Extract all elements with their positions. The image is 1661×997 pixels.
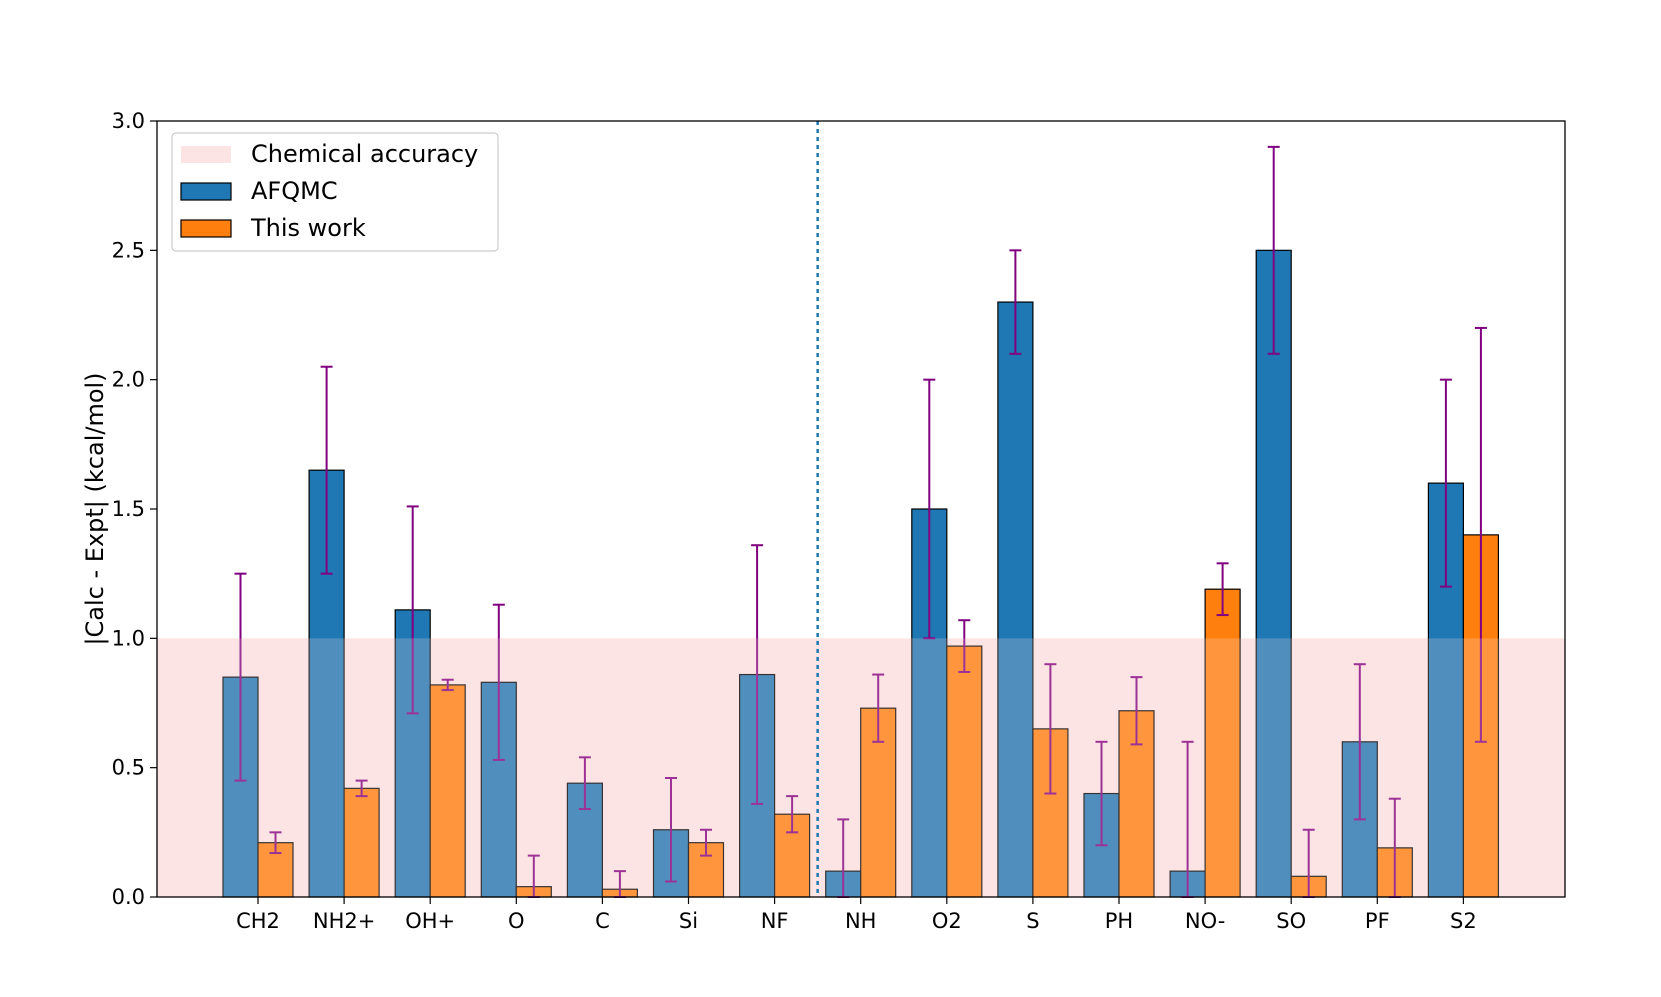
y-tick-label: 2.5 <box>112 238 145 262</box>
y-tick-label: 2.0 <box>112 368 145 392</box>
x-tick-label-c: C <box>595 909 610 933</box>
y-axis-ticks: 0.0 0.5 1.0 1.5 2.0 2.5 3.0 <box>112 109 157 909</box>
x-tick-label-pf: PF <box>1365 909 1390 933</box>
legend-box <box>171 132 499 252</box>
bar-afqmc-so <box>1255 249 1292 898</box>
x-tick-label-nh2-: NH2+ <box>313 909 375 933</box>
bar-this-work-oh- <box>429 684 466 898</box>
legend-swatch-chemical-accuracy <box>181 146 231 163</box>
y-tick-label: 1.0 <box>112 626 145 650</box>
x-tick-label-ph: PH <box>1105 909 1133 933</box>
x-tick-label-no-: NO- <box>1185 909 1225 933</box>
y-tick-label: 0.0 <box>112 885 145 909</box>
y-tick-label: 3.0 <box>112 109 145 133</box>
y-tick-label: 1.5 <box>112 497 145 521</box>
x-tick-label-s: S <box>1026 909 1039 933</box>
bar-this-work-o2 <box>946 645 983 898</box>
error-bars-layer <box>157 145 1565 898</box>
x-tick-label-s2: S2 <box>1450 909 1477 933</box>
x-tick-label-oh-: OH+ <box>405 909 455 933</box>
x-tick-label-ch2: CH2 <box>236 909 280 933</box>
x-axis-ticks: CH2 NH2+ OH+ O C Si NF NH O2 S PH NO- SO PF S2 <box>236 897 1477 933</box>
x-tick-label-so: SO <box>1276 909 1306 933</box>
x-tick-label-nh: NH <box>845 909 877 933</box>
y-tick-label: 0.5 <box>112 756 145 780</box>
legend-label-this-work: This work <box>250 214 366 242</box>
bar-this-work-nh2- <box>343 787 380 898</box>
bar-this-work-no- <box>1204 588 1241 898</box>
legend-swatch-afqmc <box>180 182 232 201</box>
legend-label-afqmc: AFQMC <box>251 177 338 205</box>
chemical-accuracy-band-overlay <box>157 638 1565 897</box>
legend-label-chemical-accuracy: Chemical accuracy <box>251 140 478 168</box>
x-tick-label-o2: O2 <box>932 909 962 933</box>
x-tick-label-o: O <box>508 909 525 933</box>
legend-swatch-this-work <box>180 219 232 238</box>
y-axis-title: |Calc - Expt| (kcal/mol) <box>81 372 109 645</box>
bar-this-work-si <box>687 842 725 898</box>
legend: Chemical accuracy AFQMC This work <box>171 132 499 252</box>
x-tick-label-si: Si <box>679 909 698 933</box>
x-tick-label-nf: NF <box>761 909 789 933</box>
